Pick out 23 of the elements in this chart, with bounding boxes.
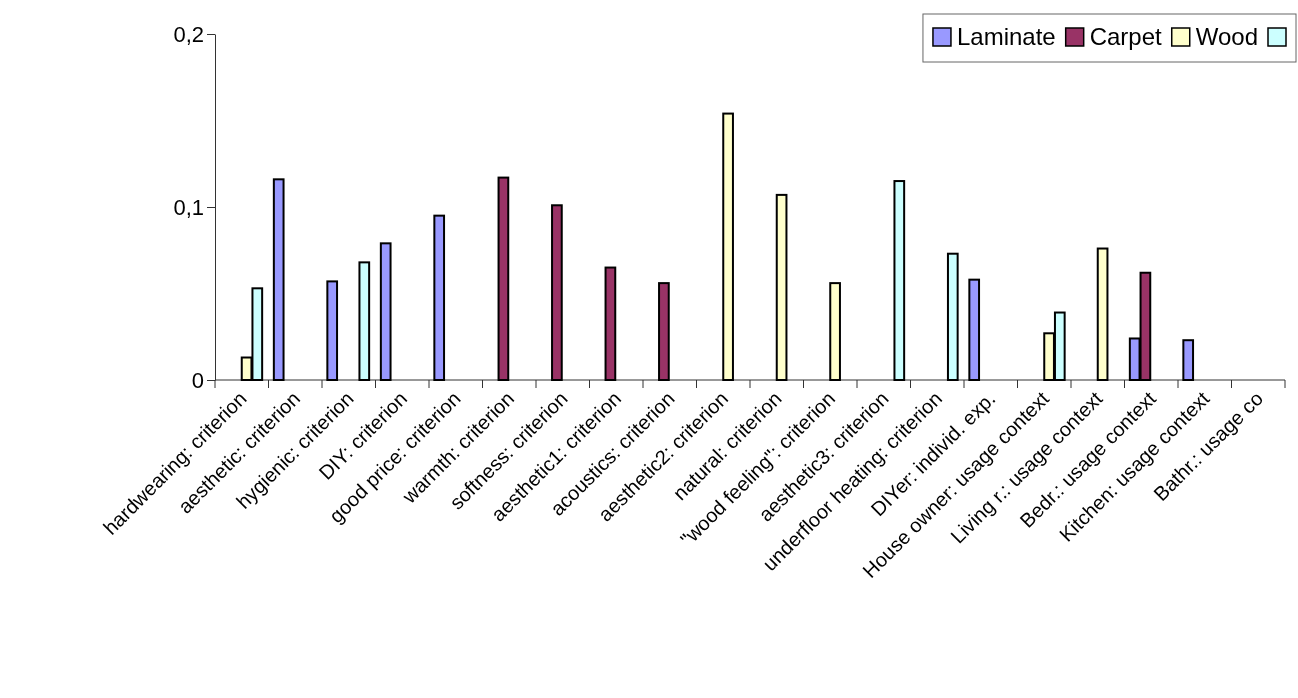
y-tick-label: 0,1 xyxy=(173,194,204,220)
y-tick-label: 0 xyxy=(191,367,204,393)
bar xyxy=(497,176,510,381)
bar xyxy=(946,252,959,381)
y-tick-label: 0,2 xyxy=(173,21,204,47)
legend-label: Laminate xyxy=(956,23,1056,50)
bar xyxy=(358,261,371,381)
bar xyxy=(326,280,339,381)
bar xyxy=(604,266,617,381)
bar xyxy=(775,193,788,381)
bar xyxy=(551,204,563,381)
bar xyxy=(658,282,670,381)
bar xyxy=(968,278,981,381)
bar xyxy=(1182,339,1195,381)
legend-label: Wood xyxy=(1195,23,1258,50)
bar xyxy=(272,178,285,381)
bar xyxy=(722,112,734,381)
bar xyxy=(893,180,906,381)
bar xyxy=(1096,247,1109,381)
bar xyxy=(433,214,446,381)
bar xyxy=(379,242,392,381)
legend-label: Carpet xyxy=(1089,23,1163,50)
bar xyxy=(829,282,841,381)
